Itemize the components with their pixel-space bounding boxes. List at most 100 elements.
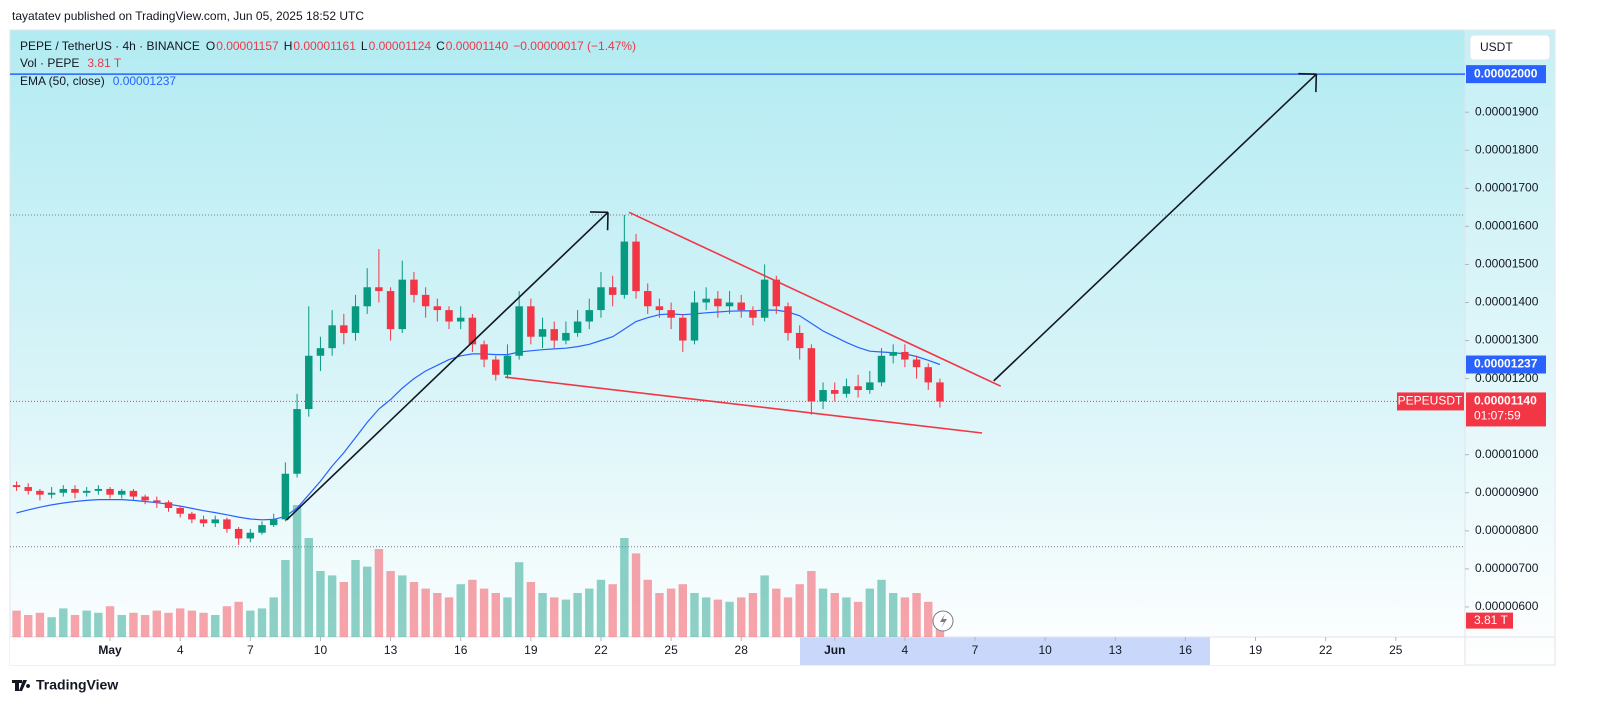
- price-badge-label: 0.00002000: [1474, 66, 1538, 80]
- x-tick-label: 19: [524, 643, 538, 657]
- x-tick-label: May: [98, 643, 122, 657]
- volume-bar: [258, 608, 266, 637]
- brand-logo: [12, 680, 30, 691]
- volume-bar: [702, 597, 710, 637]
- y-tick-label: 0.00001300: [1475, 333, 1539, 347]
- volume-bar: [281, 560, 289, 637]
- y-tick-label: 0.00000900: [1475, 485, 1539, 499]
- volume-bar: [795, 584, 803, 637]
- volume-bar: [877, 580, 885, 637]
- candle-body: [889, 352, 896, 356]
- y-tick-label: 0.00001700: [1475, 180, 1539, 194]
- legend-text: O: [206, 39, 215, 53]
- candle-body: [515, 306, 522, 355]
- candle-body: [106, 489, 113, 495]
- volume-bar: [538, 593, 546, 637]
- x-tick-label: 4: [177, 643, 184, 657]
- candle-body: [165, 502, 172, 508]
- volume-bar: [667, 589, 675, 637]
- y-tick-label: 0.00001600: [1475, 219, 1539, 233]
- candle-body: [714, 299, 721, 307]
- symbol-tag-label: PEPEUSDT: [1398, 394, 1463, 408]
- legend-text: 0.00001124: [369, 39, 432, 53]
- volume-bar: [842, 597, 850, 637]
- legend-text: EMA (50, close): [20, 74, 105, 88]
- candle-body: [773, 280, 780, 307]
- volume-bar: [223, 606, 231, 637]
- volume-bar: [188, 611, 196, 637]
- x-tick-label: 22: [1319, 643, 1333, 657]
- candle-body: [457, 318, 464, 322]
- x-tick-label: 10: [314, 643, 328, 657]
- candle-body: [925, 367, 932, 382]
- x-tick-label: 16: [1179, 643, 1193, 657]
- y-tick-label: 0.00000800: [1475, 523, 1539, 537]
- candle-body: [854, 386, 861, 390]
- candle-body: [36, 491, 43, 495]
- candle-body: [796, 333, 803, 348]
- volume-bar: [457, 584, 465, 637]
- legend-text: L: [361, 39, 368, 53]
- volume-bar: [690, 593, 698, 637]
- candle-body: [609, 287, 616, 295]
- volume-bar: [714, 600, 722, 637]
- candle-body: [878, 356, 885, 383]
- volume-bar: [562, 600, 570, 637]
- volume-bar: [573, 593, 581, 637]
- legend-text: 0.00001161: [293, 39, 356, 53]
- candle-body: [679, 318, 686, 341]
- candle-body: [328, 325, 335, 348]
- candle-body: [808, 348, 815, 401]
- legend-text: 0.00001140: [446, 39, 509, 53]
- legend-text: 3.81 T: [87, 56, 121, 70]
- volume-bar: [375, 549, 383, 637]
- volume-bar: [737, 597, 745, 637]
- volume-bar: [421, 589, 429, 637]
- x-tick-label: 13: [1109, 643, 1123, 657]
- volume-bar: [644, 580, 652, 637]
- volume-bar: [597, 580, 605, 637]
- volume-bar: [655, 593, 663, 637]
- x-tick-label: 25: [664, 643, 678, 657]
- volume-bar: [71, 615, 79, 637]
- legend-text: Vol · PEPE: [20, 56, 79, 70]
- y-tick-label: 0.00000600: [1475, 599, 1539, 613]
- volume-bar: [153, 611, 161, 637]
- candle-body: [527, 306, 534, 336]
- candle-body: [317, 348, 324, 356]
- x-tick-label: 16: [454, 643, 468, 657]
- volume-bar: [679, 584, 687, 637]
- volume-bar: [620, 538, 628, 637]
- volume-bar: [398, 575, 406, 637]
- candle-body: [188, 514, 195, 520]
- legend-text: PEPE / TetherUS · 4h · BINANCE: [20, 39, 200, 53]
- x-tick-label: Jun: [824, 643, 845, 657]
- volume-bar: [725, 602, 733, 637]
- x-tick-label: 10: [1038, 643, 1052, 657]
- volume-bar: [36, 613, 44, 637]
- candle-body: [597, 287, 604, 310]
- candle-body: [445, 310, 452, 321]
- candle-body: [819, 390, 826, 401]
- volume-bar: [445, 597, 453, 637]
- volume-bar: [246, 611, 254, 637]
- candle-body: [434, 306, 441, 310]
- volume-bar: [24, 615, 32, 637]
- volume-bar: [164, 613, 172, 637]
- publisher-line: tayatatev published on TradingView.com, …: [12, 9, 364, 23]
- candle-body: [866, 382, 873, 390]
- y-tick-label: 0.00001000: [1475, 447, 1539, 461]
- volume-bar: [410, 582, 418, 637]
- y-tick-label: 0.00001800: [1475, 142, 1539, 156]
- candle-body: [761, 280, 768, 318]
- x-tick-label: 13: [384, 643, 398, 657]
- volume-bar: [901, 597, 909, 637]
- volume-bar: [234, 602, 242, 637]
- candle-body: [550, 329, 557, 340]
- candle-body: [118, 491, 125, 495]
- legend-text: C: [436, 39, 445, 53]
- price-badge-label: 0.00001237: [1474, 357, 1538, 371]
- candle-body: [410, 280, 417, 295]
- candle-body: [352, 306, 359, 333]
- volume-bar: [515, 562, 523, 637]
